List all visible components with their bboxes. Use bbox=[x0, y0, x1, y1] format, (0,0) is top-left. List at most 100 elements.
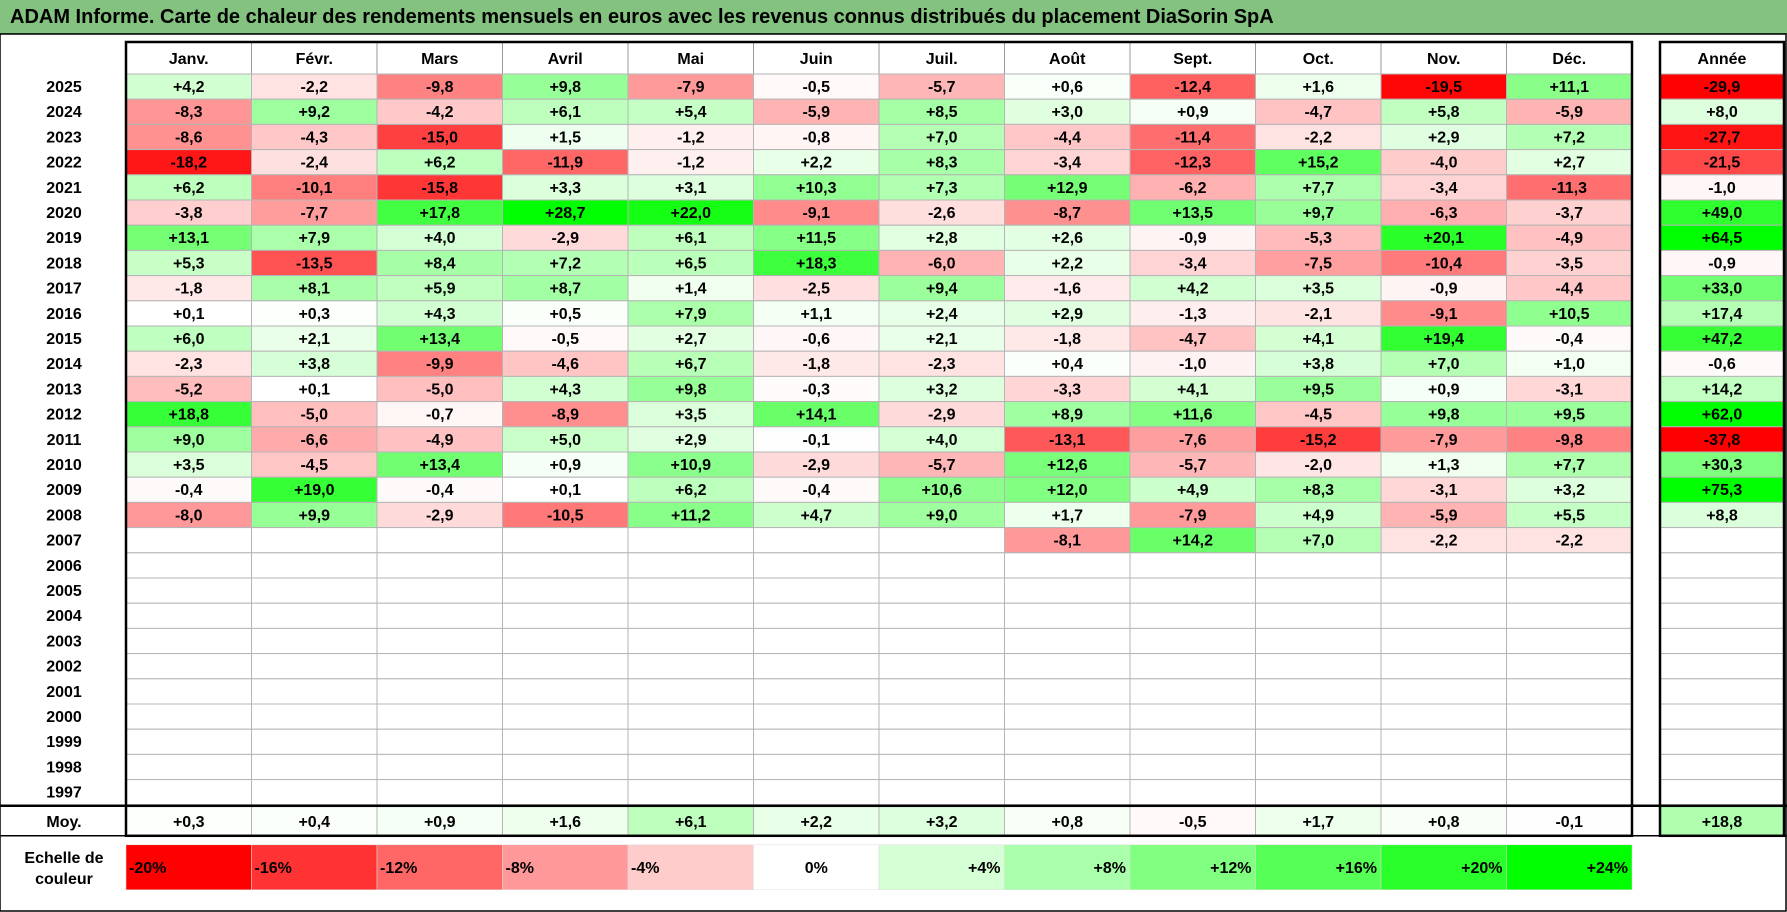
heatmap-cell bbox=[753, 174, 880, 201]
heatmap-cell bbox=[1129, 627, 1256, 655]
average-cell-value: +1,6 bbox=[549, 814, 581, 831]
heatmap-cell-value: -2,9 bbox=[928, 407, 956, 424]
heatmap-cell-value: +6,2 bbox=[424, 155, 456, 172]
heatmap-cell-value: -3,1 bbox=[1555, 381, 1583, 398]
heatmap-cell-value: +7,0 bbox=[926, 129, 958, 146]
average-cell bbox=[1380, 805, 1507, 837]
heatmap-cell bbox=[251, 199, 378, 226]
title-bar: ADAM Informe. Carte de chaleur des rende… bbox=[0, 0, 1787, 34]
color-scale-swatch bbox=[1380, 844, 1507, 891]
heatmap-cell bbox=[1004, 753, 1131, 781]
heatmap-cell bbox=[753, 401, 880, 428]
month-header-label: Févr. bbox=[296, 51, 333, 68]
heatmap-cell bbox=[502, 602, 629, 629]
heatmap-cell-value: -6,2 bbox=[1179, 180, 1207, 197]
row-year-label: 2017 bbox=[46, 281, 82, 298]
heatmap-cell-value: +14,1 bbox=[796, 407, 837, 424]
heatmap-cell bbox=[1380, 779, 1507, 806]
heatmap-cell-value: -2,2 bbox=[1555, 533, 1583, 550]
heatmap-cell-value: -7,5 bbox=[1304, 255, 1332, 272]
heatmap-cell bbox=[502, 451, 629, 478]
heatmap-cell-value: -9,8 bbox=[1555, 432, 1583, 449]
heatmap-cell-value: -1,6 bbox=[1053, 281, 1081, 298]
average-cell-value: -0,5 bbox=[1179, 814, 1207, 831]
heatmap-cell bbox=[1129, 728, 1256, 755]
heatmap-cell bbox=[502, 174, 629, 201]
heatmap-cell bbox=[1004, 73, 1131, 100]
heatmap-cell-value: -15,0 bbox=[422, 129, 459, 146]
color-scale-swatch bbox=[502, 844, 629, 891]
heatmap-cell bbox=[125, 602, 252, 629]
heatmap-cell bbox=[878, 300, 1005, 327]
heatmap-cell bbox=[502, 653, 629, 680]
heatmap-cell-value: -2,6 bbox=[928, 205, 956, 222]
heatmap-cell bbox=[502, 552, 629, 579]
heatmap-cell-value: -3,4 bbox=[1053, 155, 1081, 172]
heatmap-cell bbox=[1255, 401, 1382, 428]
heatmap-cell bbox=[1004, 602, 1131, 629]
heatmap-cell bbox=[627, 249, 754, 277]
row-year-label: 2024 bbox=[46, 104, 82, 121]
heatmap-cell-value: -5,7 bbox=[928, 457, 956, 474]
heatmap-cell bbox=[502, 728, 629, 755]
heatmap-cell-value: -8,0 bbox=[175, 507, 203, 524]
heatmap-cell bbox=[125, 678, 252, 705]
heatmap-cell-value: -4,7 bbox=[1179, 331, 1207, 348]
heatmap-cell bbox=[1255, 753, 1382, 781]
month-header-label: Déc. bbox=[1552, 51, 1586, 68]
average-cell-value: +0,4 bbox=[298, 814, 330, 831]
heatmap-cell bbox=[1004, 275, 1131, 302]
heatmap-cell-value: -0,4 bbox=[175, 482, 203, 499]
heatmap-cell bbox=[502, 401, 629, 428]
annual-cell bbox=[1659, 527, 1785, 554]
color-scale-step-label: +8% bbox=[1094, 860, 1126, 877]
heatmap-cell-value: +10,6 bbox=[922, 482, 963, 499]
heatmap-cell bbox=[502, 527, 629, 554]
heatmap-cell bbox=[878, 779, 1005, 806]
heatmap-cell bbox=[1255, 501, 1382, 529]
annual-cell bbox=[1659, 300, 1785, 327]
heatmap-cell-value: -4,9 bbox=[1555, 230, 1583, 247]
heatmap-cell bbox=[878, 678, 1005, 705]
heatmap-cell-value: +3,5 bbox=[173, 457, 205, 474]
heatmap-cell bbox=[627, 678, 754, 705]
heatmap-cell bbox=[376, 527, 503, 554]
heatmap-cell bbox=[1255, 249, 1382, 277]
heatmap-cell bbox=[1129, 98, 1256, 125]
heatmap-cell bbox=[502, 350, 629, 377]
month-header-label: Avril bbox=[548, 51, 583, 68]
heatmap-cell-value: -1,2 bbox=[677, 155, 705, 172]
heatmap-cell-value: +1,1 bbox=[800, 306, 832, 323]
heatmap-cell-value: +5,9 bbox=[424, 281, 456, 298]
heatmap-cell bbox=[1129, 501, 1256, 529]
heatmap-cell-value: +19,0 bbox=[294, 482, 335, 499]
heatmap-cell-value: -2,9 bbox=[551, 230, 579, 247]
heatmap-cell-value: +11,1 bbox=[1549, 79, 1589, 96]
heatmap-cell bbox=[376, 451, 503, 478]
color-scale-step-label: -12% bbox=[380, 860, 417, 877]
row-year-label: 2014 bbox=[46, 356, 82, 373]
heatmap-cell-value: -4,7 bbox=[1304, 104, 1332, 121]
heatmap-cell-value: +7,9 bbox=[675, 306, 707, 323]
heatmap-cell-value: +10,9 bbox=[671, 457, 712, 474]
color-scale-swatch bbox=[251, 844, 378, 891]
heatmap-cell-value: +9,0 bbox=[926, 507, 958, 524]
heatmap-cell bbox=[1004, 350, 1131, 377]
heatmap-cell-value: +9,5 bbox=[1302, 381, 1334, 398]
heatmap-cell-value: +7,0 bbox=[1302, 533, 1334, 550]
heatmap-cell-value: +7,2 bbox=[1553, 129, 1585, 146]
heatmap-cell-value: -12,4 bbox=[1175, 79, 1212, 96]
heatmap-cell-value: +3,5 bbox=[1302, 281, 1334, 298]
month-header-label: Juil. bbox=[926, 51, 958, 68]
heatmap-cell bbox=[1506, 728, 1633, 755]
heatmap-cell-value: +3,8 bbox=[1302, 356, 1334, 373]
heatmap-cell bbox=[753, 779, 880, 806]
row-year-label: 2021 bbox=[46, 180, 82, 197]
heatmap-cell bbox=[1004, 552, 1131, 579]
heatmap-cell-value: +0,1 bbox=[298, 381, 330, 398]
annual-cell-value: +64,5 bbox=[1702, 230, 1743, 247]
heatmap-cell bbox=[251, 552, 378, 579]
heatmap-cell bbox=[376, 73, 503, 100]
heatmap-cell bbox=[1506, 325, 1633, 352]
heatmap-cell-value: +6,2 bbox=[675, 482, 707, 499]
